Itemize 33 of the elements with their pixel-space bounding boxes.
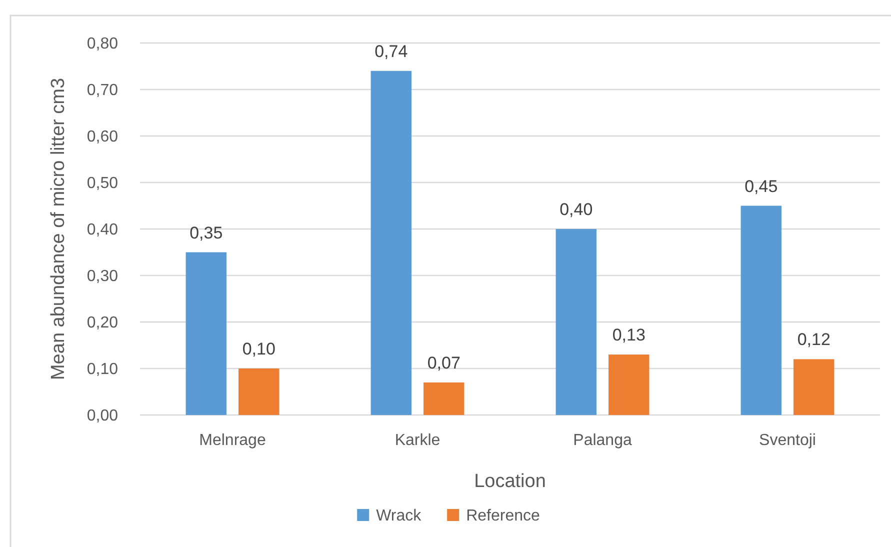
y-axis-title: Mean abundance of micro litter cm3	[48, 78, 69, 380]
x-tick-label: Karkle	[394, 432, 440, 449]
y-tick-label: 0,00	[86, 408, 118, 425]
bar	[556, 229, 596, 415]
x-tick-label: Sventoji	[759, 432, 816, 449]
y-tick-label: 0,60	[86, 128, 118, 146]
data-label: 0,74	[374, 42, 408, 61]
x-axis-title: Location	[474, 471, 546, 492]
y-tick-label: 0,20	[86, 314, 118, 332]
data-label: 0,40	[560, 200, 593, 219]
y-tick-label: 0,70	[86, 82, 118, 100]
data-label: 0,45	[744, 176, 778, 196]
data-label: 0,10	[242, 340, 276, 358]
bar	[238, 368, 280, 415]
y-tick-label: 0,40	[86, 222, 118, 239]
y-tick-label: 0,50	[86, 175, 118, 192]
y-tick-label: 0,80	[86, 36, 118, 53]
y-tick-label: 0,30	[86, 268, 118, 286]
data-label: 0,35	[190, 223, 223, 242]
x-tick-label: Palanga	[573, 432, 632, 449]
legend-label: Reference	[466, 507, 540, 524]
data-label: 0,12	[797, 330, 830, 350]
bar	[794, 359, 834, 415]
data-label: 0,13	[612, 326, 646, 345]
legend-label: Wrack	[376, 507, 422, 524]
bar	[370, 70, 412, 415]
y-tick-label: 0,10	[86, 361, 118, 378]
bar	[740, 206, 782, 415]
data-label: 0,07	[427, 353, 460, 372]
bar	[424, 382, 464, 415]
bar	[186, 252, 226, 415]
bar	[608, 354, 650, 415]
x-tick-label: Melnrage	[199, 432, 266, 449]
